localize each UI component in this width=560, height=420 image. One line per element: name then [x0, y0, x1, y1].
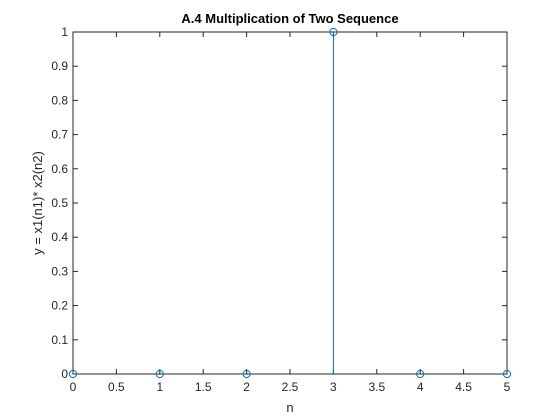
y-tick-label: 0.2	[51, 299, 68, 313]
x-axis-label: n	[286, 400, 293, 415]
plot-area	[73, 32, 507, 374]
x-tick-label: 0.5	[108, 380, 125, 394]
x-tick-label: 0	[70, 380, 77, 394]
x-tick-label: 2	[243, 380, 250, 394]
stem-marker	[155, 369, 164, 379]
stem-marker	[68, 369, 78, 379]
x-tick-label: 1.5	[195, 380, 212, 394]
stem-marker	[502, 369, 512, 379]
x-tick-label: 3	[330, 380, 337, 394]
y-axis-label: y = x1(n1)* x2(n2)	[30, 151, 45, 255]
axes: 0 0.5 1 1.5 2 2.5 3 3.5 4 4.5 5 0 0.1 0.2 0.3 0.4 0.5 0.6…	[51, 25, 510, 394]
x-tick-label: 2.5	[282, 380, 299, 394]
stem-marker	[329, 27, 338, 37]
x-tick-label: 4	[417, 380, 424, 394]
y-tick-label: 0.7	[51, 128, 68, 142]
stem-marker	[416, 369, 425, 379]
x-tick-label: 4.5	[455, 380, 472, 394]
y-tick-label: 0	[61, 367, 68, 381]
y-tick-label: 0.1	[51, 333, 68, 347]
y-tick-label: 0.3	[51, 264, 68, 278]
chart-title: A.4 Multiplication of Two Sequence	[181, 11, 398, 26]
data-series	[68, 27, 512, 379]
x-tick-label: 3.5	[368, 380, 385, 394]
y-tick-label: 0.8	[51, 93, 68, 107]
y-tick-label: 1	[61, 25, 68, 39]
y-tick-label: 0.6	[51, 162, 68, 176]
y-tick-label: 0.9	[51, 59, 68, 73]
stem-marker	[242, 369, 251, 379]
x-tick-label: 1	[156, 380, 163, 394]
y-tick-label: 0.4	[51, 230, 68, 244]
y-tick-label: 0.5	[51, 196, 68, 210]
x-tick-label: 5	[504, 380, 511, 394]
